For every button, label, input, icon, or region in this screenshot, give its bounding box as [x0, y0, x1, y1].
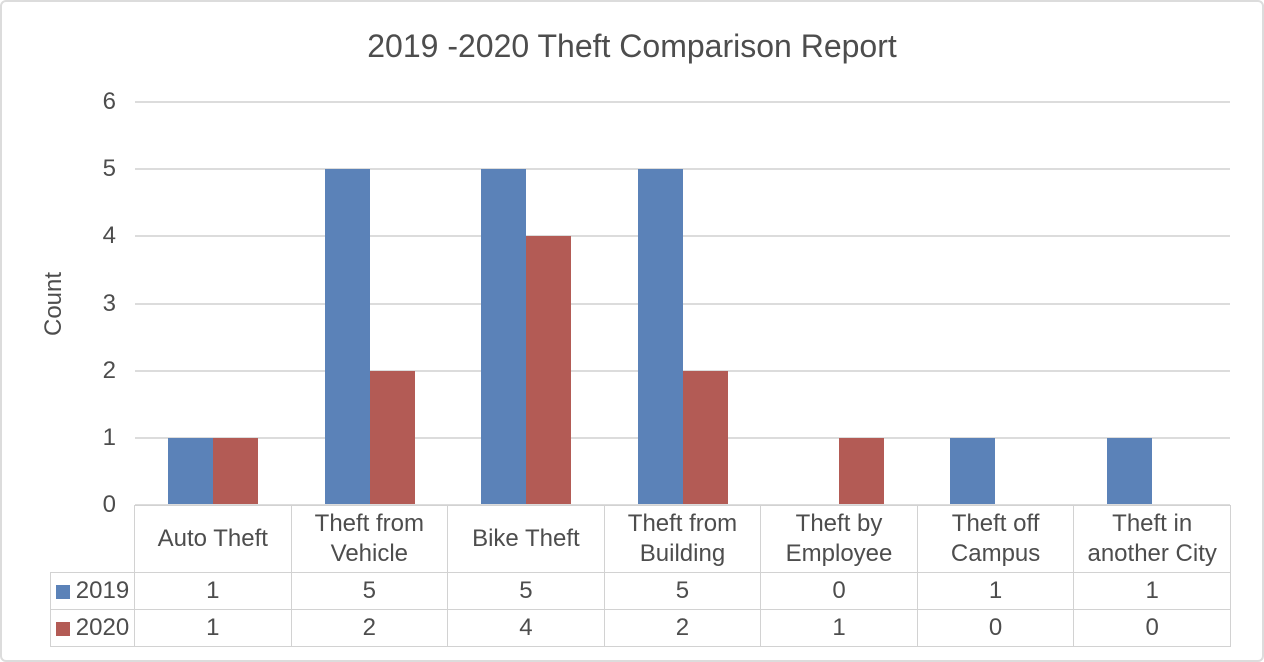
value-cell: 4	[447, 609, 605, 647]
y-tick-label: 5	[102, 155, 116, 183]
y-tick-label: 3	[102, 289, 116, 317]
value-cell: 5	[603, 572, 762, 610]
value-cell: 0	[916, 609, 1075, 647]
chart-title: 2019 -2020 Theft Comparison Report	[367, 28, 897, 64]
bar-2019-theft-in-another-city	[1106, 437, 1152, 505]
legend-swatch-2020-icon	[55, 622, 70, 636]
gridline-y3	[135, 302, 1230, 305]
bar-2020-bike-theft	[526, 236, 572, 505]
series-row-2019: 2019 1 5 5 5 0 1 1	[50, 572, 1231, 610]
y-tick-label: 0	[102, 491, 116, 518]
value-cell: 1	[760, 609, 918, 647]
bar-2019-theft-off-campus	[950, 437, 996, 505]
value-cell: 5	[447, 572, 605, 610]
value-cell: 5	[290, 572, 449, 610]
gridline-y6	[135, 101, 1230, 103]
bar-2020-theft-from-vehicle	[369, 370, 415, 505]
value-cell: 0	[760, 572, 918, 610]
category-header-cell: Theft by Employee	[760, 505, 918, 573]
value-cell: 2	[603, 609, 762, 647]
value-cell: 1	[916, 572, 1075, 610]
category-header-cell: Theft in another City	[1073, 505, 1231, 573]
series-row-2020: 2020 1 2 4 2 1 0 0	[50, 609, 1231, 647]
series-name-label: 2019	[75, 577, 130, 604]
bar-2020-theft-by-employee	[838, 437, 884, 505]
bar-2019-theft-from-vehicle	[324, 169, 370, 505]
bar-2019-auto-theft	[168, 437, 214, 505]
value-cell: 1	[1073, 572, 1231, 610]
y-tick-label: 4	[102, 222, 116, 250]
value-cell: 1	[134, 609, 292, 647]
legend-swatch-2019-icon	[55, 585, 70, 599]
y-tick-label: 2	[102, 356, 116, 384]
value-cell: 1	[134, 572, 292, 610]
value-cell: 0	[1073, 609, 1231, 647]
category-header-cell: Auto Theft	[134, 505, 292, 573]
table-header-row: Auto Theft Theft from Vehicle Bike Theft Th…	[51, 505, 1231, 573]
bar-2020-theft-from-building	[682, 370, 728, 505]
category-header-cell: Theft from Building	[603, 505, 762, 573]
y-tick-label: 1	[102, 423, 116, 451]
bar-2020-auto-theft	[213, 437, 259, 505]
gridline-y4	[135, 235, 1230, 238]
y-tick-label: 6	[102, 88, 116, 115]
series-row-header: 2020	[50, 609, 135, 647]
gridline-y5	[135, 168, 1230, 171]
bar-2019-theft-from-building	[637, 169, 683, 505]
table-corner-cell	[51, 506, 135, 573]
series-name-label: 2020	[75, 614, 130, 641]
category-header-cell: Theft off Campus	[916, 505, 1075, 573]
category-header-cell: Theft from Vehicle	[290, 505, 449, 573]
data-table: Auto Theft Theft from Vehicle Bike Theft Th…	[50, 505, 1231, 647]
series-row-header: 2019	[50, 572, 135, 610]
category-header-cell: Bike Theft	[447, 505, 605, 573]
bar-2019-bike-theft	[481, 169, 527, 505]
value-cell: 2	[290, 609, 449, 647]
